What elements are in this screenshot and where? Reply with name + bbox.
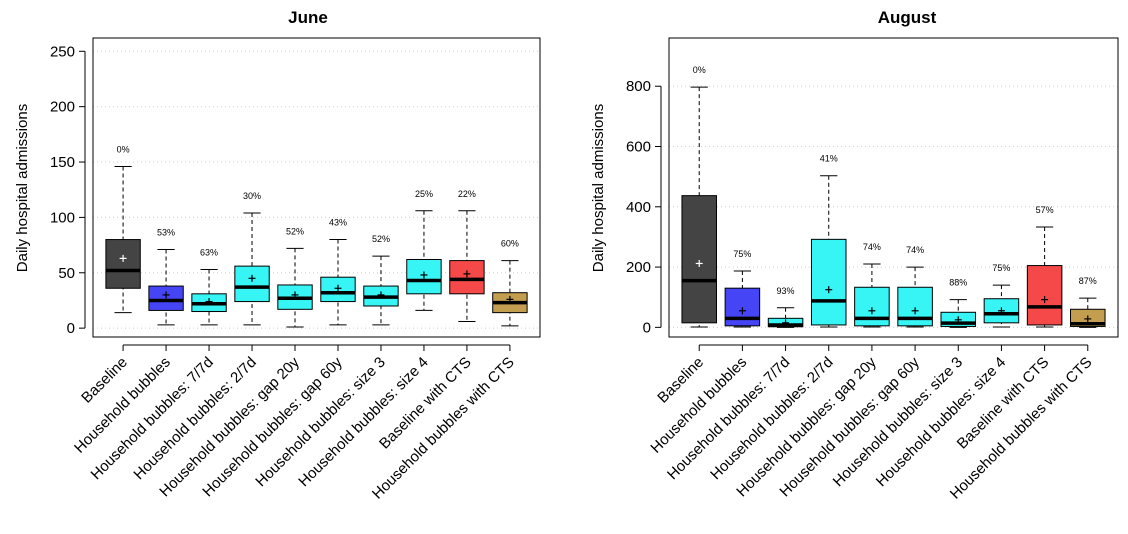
august-y-tick-label: 600: [626, 139, 651, 156]
june-box-5: 43%: [320, 218, 356, 326]
june-box-7: 25%: [406, 189, 442, 311]
percent-label: 74%: [906, 245, 924, 255]
august-box-6: 88%: [940, 278, 977, 328]
august-box-8: 57%: [1026, 205, 1063, 328]
june-y-tick-label: 200: [50, 99, 75, 116]
iqr-box: [234, 265, 270, 303]
percent-label: 93%: [777, 286, 795, 296]
june-box-3: 30%: [234, 191, 270, 326]
june-box-8: 22%: [449, 189, 485, 322]
percent-label: 57%: [1036, 205, 1054, 215]
iqr-box: [681, 195, 717, 324]
august-box-9: 87%: [1070, 276, 1106, 328]
percent-label: 52%: [286, 226, 304, 236]
percent-label: 52%: [372, 234, 390, 244]
june-y-axis-label: Daily hospital admissions: [14, 104, 31, 272]
august-box-7: 75%: [983, 263, 1020, 328]
percent-label: 43%: [329, 218, 347, 228]
june-box-1: 53%: [148, 228, 184, 326]
august-y-tick-label: 800: [626, 78, 651, 95]
iqr-box: [1026, 265, 1063, 326]
june-y-tick-label: 150: [50, 154, 75, 171]
percent-label: 22%: [458, 189, 476, 199]
iqr-box: [810, 238, 847, 326]
june-panel: June Daily hospital admissions 0 50 100 150…: [14, 8, 541, 503]
june-y-tick-label: 0: [67, 320, 75, 337]
august-y-tick-label: 200: [626, 259, 651, 276]
percent-label: 25%: [415, 189, 433, 199]
percent-label: 53%: [157, 228, 175, 238]
august-y-tick-label: 400: [626, 199, 651, 216]
percent-label: 88%: [949, 278, 967, 288]
june-box-4: 52%: [277, 226, 313, 328]
june-box-9: 60%: [492, 239, 528, 327]
august-panel: August Daily hospital admissions 0 200 400…: [590, 8, 1119, 503]
june-box-6: 52%: [363, 234, 399, 326]
percent-label: 0%: [693, 65, 706, 75]
june-y-tick-label: 250: [50, 43, 75, 60]
percent-label: 75%: [992, 263, 1010, 273]
percent-label: 60%: [501, 239, 519, 249]
august-box-5: 74%: [897, 245, 933, 328]
percent-label: 41%: [820, 154, 838, 164]
august-box-3: 41%: [810, 154, 847, 328]
june-title: June: [288, 8, 328, 27]
june-y-tick-label: 50: [58, 265, 75, 282]
august-y-axis-label: Daily hospital admissions: [590, 104, 607, 272]
iqr-box: [724, 287, 761, 327]
percent-label: 87%: [1079, 276, 1097, 286]
iqr-box: [105, 239, 141, 289]
august-box-4: 74%: [854, 242, 890, 328]
august-plot-frame: [668, 37, 1119, 338]
percent-label: 30%: [243, 191, 261, 201]
june-plot-frame: [92, 37, 541, 338]
august-box-0: 0%: [681, 65, 717, 328]
percent-label: 74%: [863, 242, 881, 252]
percent-label: 63%: [200, 247, 218, 257]
june-box-2: 63%: [191, 247, 227, 326]
august-box-1: 75%: [724, 249, 761, 328]
august-title: August: [878, 8, 937, 27]
percent-label: 75%: [733, 249, 751, 259]
june-box-0: 0%: [105, 144, 141, 314]
august-box-2: 93%: [767, 286, 804, 328]
august-y-tick-label: 0: [643, 319, 651, 336]
percent-label: 0%: [117, 144, 130, 154]
june-y-tick-label: 100: [50, 209, 75, 226]
